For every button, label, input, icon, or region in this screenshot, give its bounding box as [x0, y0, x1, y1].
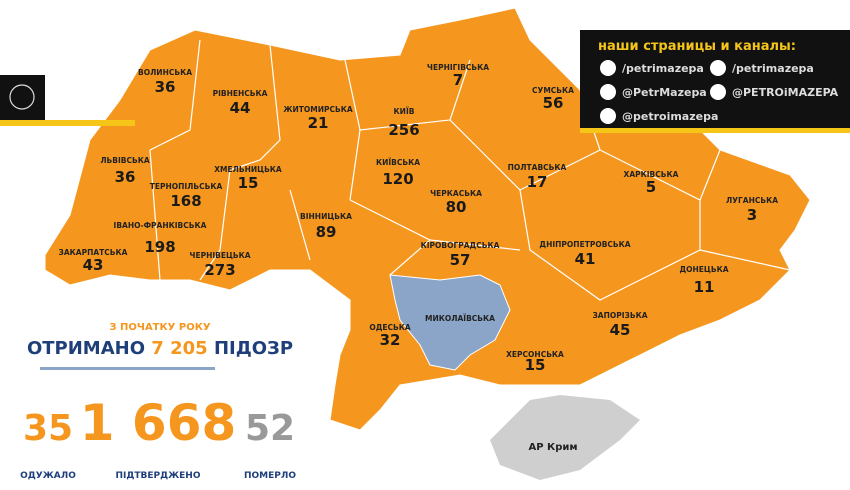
- region-name: ХЕРСОНСЬКА: [506, 350, 564, 359]
- region-value: 15: [525, 356, 546, 374]
- stat-value: 35: [23, 408, 73, 449]
- region-name: АР Крим: [528, 442, 577, 453]
- region-borders: [149, 39, 791, 301]
- region-name: ЧЕРКАСЬКА: [430, 189, 482, 198]
- region-value: 32: [380, 331, 401, 349]
- summary-subtitle: З ПОЧАТКУ РОКУ: [109, 322, 210, 333]
- mykolaiv-region: [389, 274, 511, 371]
- region-name: КІРОВОГРАДСЬКА: [421, 241, 500, 250]
- stat-value: 52: [245, 408, 295, 449]
- region-name: ВІННИЦЬКА: [300, 212, 352, 221]
- region-value: 17: [527, 173, 548, 191]
- summary-headline: ОТРИМАНО 7 205 ПІДОЗР: [27, 338, 293, 359]
- channels-panel: [580, 30, 850, 130]
- stat-value: 1 668: [80, 394, 237, 452]
- region-name: ЗАПОРІЗЬКА: [592, 311, 647, 320]
- region-value: 89: [316, 223, 337, 241]
- region-name: МИКОЛАЇВСЬКА: [425, 314, 495, 323]
- region-name: ЧЕРНІГІВСЬКА: [427, 63, 489, 72]
- region-name: ПОЛТАВСЬКА: [508, 163, 567, 172]
- region-value: 120: [382, 170, 413, 188]
- headline-part: 7 205: [151, 338, 207, 359]
- region-name: ХАРКІВСЬКА: [624, 170, 679, 179]
- region-value: 256: [388, 121, 419, 139]
- region-name: ЛЬВІВСЬКА: [100, 156, 150, 165]
- channel-link[interactable]: /petrimazepa: [622, 62, 704, 75]
- stat-label: ОДУЖАЛО: [20, 471, 76, 481]
- channel-link[interactable]: @petroimazepa: [622, 110, 718, 123]
- logo-bar: [0, 75, 45, 120]
- region-name: ВОЛИНСЬКА: [138, 68, 192, 77]
- logo: [9, 84, 35, 110]
- logo-stripe: [0, 120, 135, 126]
- link-icon: [600, 60, 616, 76]
- region-value: 7: [453, 71, 463, 89]
- summary-rule: [40, 367, 215, 370]
- region-name: ЛУГАНСЬКА: [726, 196, 778, 205]
- region-name: ЗАКАРПАТСЬКА: [59, 248, 128, 257]
- region-value: 15: [238, 174, 259, 192]
- region-name: ЖИТОМИРСЬКА: [283, 105, 353, 114]
- region-name: ТЕРНОПІЛЬСЬКА: [150, 182, 223, 191]
- region-value: 45: [610, 321, 631, 339]
- region-name: КИЇВ: [394, 107, 415, 116]
- headline-part: ПІДОЗР: [214, 338, 293, 359]
- stat-label: ПІДТВЕРДЖЕНО: [115, 471, 200, 481]
- region-value: 5: [646, 178, 656, 196]
- region-name: ОДЕСЬКА: [369, 323, 411, 332]
- region-name: РІВНЕНСЬКА: [213, 89, 268, 98]
- region-value: 11: [694, 278, 715, 296]
- region-value: 56: [543, 94, 564, 112]
- region-value: 57: [450, 251, 471, 269]
- region-name: ДОНЕЦЬКА: [679, 265, 728, 274]
- region-name: СУМСЬКА: [532, 86, 574, 95]
- channel-link[interactable]: @PetrMazepa: [622, 86, 707, 99]
- channel-link[interactable]: @PETROiMAZEPA: [732, 86, 839, 99]
- region-value: 43: [83, 256, 104, 274]
- region-value: 36: [115, 168, 136, 186]
- region-value: 80: [446, 198, 467, 216]
- link-icon: [710, 60, 726, 76]
- crimea: [490, 395, 640, 480]
- region-value: 273: [204, 261, 235, 279]
- region-name: ІВАНО-ФРАНКІВСЬКА: [114, 221, 207, 230]
- region-name: ХМЕЛЬНИЦЬКА: [214, 165, 282, 174]
- region-value: 41: [575, 250, 596, 268]
- region-value: 198: [144, 238, 175, 256]
- stat-label: ПОМЕРЛО: [244, 471, 296, 481]
- link-icon: [710, 84, 726, 100]
- link-icon: [600, 84, 616, 100]
- region-value: 168: [170, 192, 201, 210]
- region-value: 44: [230, 99, 251, 117]
- channel-link[interactable]: /petrimazepa: [732, 62, 814, 75]
- channels-stripe: [580, 128, 850, 133]
- region-name: ЧЕРНІВЕЦЬКА: [189, 251, 250, 260]
- channels-title: наши страницы и каналы:: [598, 39, 796, 54]
- region-value: 3: [747, 206, 757, 224]
- headline-part: ОТРИМАНО: [27, 338, 145, 359]
- region-name: ДНІПРОПЕТРОВСЬКА: [539, 240, 630, 249]
- link-icon: [600, 108, 616, 124]
- region-value: 36: [155, 78, 176, 96]
- region-name: КИЇВСЬКА: [376, 158, 420, 167]
- region-value: 21: [308, 114, 329, 132]
